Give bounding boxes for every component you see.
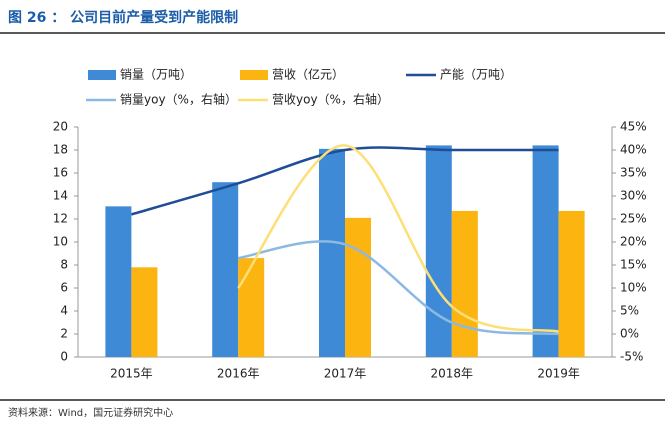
y2-tick-label: 0%	[620, 327, 639, 341]
source: 资料来源：Wind，国元证券研究中心	[8, 406, 173, 419]
legend-label: 销量（万吨）	[120, 68, 192, 82]
bar	[558, 210, 585, 357]
x-tick-label: 2018年	[431, 367, 474, 381]
legend-swatch	[88, 70, 116, 80]
y-tick-label: 6	[60, 281, 68, 295]
bar	[345, 217, 371, 357]
bar	[319, 148, 345, 357]
legend-label: 营收（亿元）	[272, 67, 344, 82]
y2-tick-label: 15%	[620, 258, 647, 272]
y2-tick-label: 20%	[620, 235, 647, 249]
y2-tick-label: 10%	[620, 281, 647, 295]
bar	[131, 267, 158, 357]
y-tick-label: 2	[60, 327, 68, 341]
y-tick-label: 20	[53, 120, 68, 134]
y-tick-label: 10	[53, 235, 68, 249]
line	[131, 146, 559, 216]
line	[238, 240, 559, 336]
y-tick-label: 18	[53, 143, 68, 157]
y2-tick-label: -5%	[620, 350, 643, 364]
y-tick-label: 14	[53, 189, 68, 203]
bar	[212, 182, 239, 357]
y-tick-label: 4	[60, 304, 68, 318]
y2-tick-label: 40%	[620, 143, 647, 157]
legend-label: 产能（万吨）	[440, 68, 512, 82]
y2-tick-label: 25%	[620, 212, 647, 226]
y-tick-label: 0	[60, 350, 68, 364]
bar	[425, 145, 452, 357]
x-tick-label: 2016年	[217, 367, 260, 381]
x-tick-label: 2019年	[537, 367, 580, 381]
x-tick-label: 2017年	[324, 367, 367, 381]
y-tick-label: 16	[53, 166, 68, 180]
line	[237, 144, 559, 333]
y2-tick-label: 35%	[620, 166, 647, 180]
y-tick-label: 8	[60, 258, 68, 272]
y2-tick-label: 30%	[620, 189, 647, 203]
bar	[532, 145, 559, 357]
bar	[238, 258, 265, 357]
legend-swatch	[240, 70, 268, 80]
bar	[105, 206, 132, 357]
y2-tick-label: 5%	[620, 304, 639, 318]
y2-tick-label: 45%	[620, 120, 647, 134]
x-tick-label: 2015年	[110, 367, 153, 381]
bar	[451, 210, 478, 357]
legend-label: 营收yoy（%，右轴）	[272, 92, 389, 107]
chart-title: 图 26 ： 公司目前产量受到产能限制	[8, 9, 238, 26]
legend-label: 销量yoy（%，右轴）	[120, 92, 237, 107]
y-tick-label: 12	[53, 212, 68, 226]
